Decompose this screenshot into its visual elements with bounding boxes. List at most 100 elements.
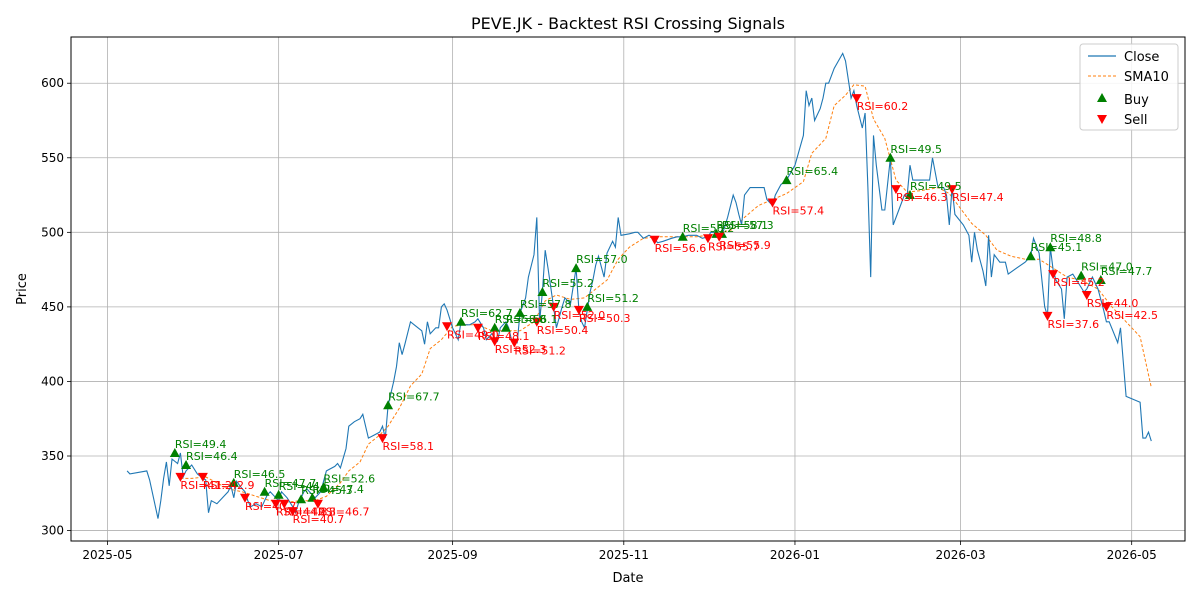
sell-signal-label: RSI=50.3	[579, 312, 631, 325]
buy-marker	[500, 322, 511, 332]
buy-signal-label: RSI=45.1	[1031, 241, 1083, 254]
buy-marker	[885, 152, 896, 162]
buy-marker	[296, 494, 307, 504]
buy-signal-label: RSI=57.8	[520, 298, 572, 311]
signal-labels: RSI=49.4RSI=46.4RSI=46.5RSI=47.7RSI=44.5…	[175, 100, 1158, 526]
buy-signal-label: RSI=46.4	[186, 450, 238, 463]
sell-signal-label: RSI=37.6	[1048, 318, 1100, 331]
sell-signal-label: RSI=56.6	[655, 242, 707, 255]
legend-sma-label: SMA10	[1124, 70, 1169, 85]
buy-signal-label: RSI=47.0	[1081, 261, 1133, 274]
buy-signal-label: RSI=46.5	[234, 468, 286, 481]
sell-marker	[239, 493, 250, 503]
buy-signal-label: RSI=62.7	[461, 307, 513, 320]
buy-marker	[489, 322, 500, 332]
sell-marker	[509, 338, 520, 348]
x-tick-label: 2026-03	[935, 548, 985, 562]
buy-marker	[582, 301, 593, 311]
y-axis-label: Price	[15, 273, 30, 305]
buy-signal-label: RSI=57.0	[576, 253, 628, 266]
buy-signal-label: RSI=58.8	[495, 313, 547, 326]
signal-markers	[169, 94, 1112, 517]
y-tick-label: 500	[41, 225, 64, 239]
buy-signal-label: RSI=47.7	[265, 477, 317, 490]
sell-signal-label: RSI=47.4	[952, 191, 1004, 204]
buy-marker	[228, 477, 239, 487]
buy-marker	[1045, 242, 1056, 252]
x-tick-label: 2026-05	[1107, 548, 1157, 562]
y-tick-label: 350	[41, 449, 64, 463]
y-tick-label: 450	[41, 300, 64, 314]
sell-marker	[649, 235, 660, 245]
sell-marker	[702, 234, 713, 244]
sma10-series	[180, 84, 1152, 503]
sell-marker	[312, 499, 323, 509]
sell-signal-label: RSI=49.0	[447, 328, 499, 341]
buy-marker	[456, 316, 467, 326]
buy-marker	[383, 400, 394, 410]
sell-signal-label: RSI=40.7	[293, 513, 345, 526]
buy-signal-label: RSI=47.4	[312, 483, 364, 496]
buy-signal-label: RSI=58.1	[716, 219, 768, 232]
buy-signal-label: RSI=67.7	[388, 390, 440, 403]
buy-marker	[905, 190, 916, 200]
sell-marker	[767, 198, 778, 208]
sell-marker	[175, 472, 186, 482]
x-tick-label: 2025-07	[254, 548, 304, 562]
buy-marker	[273, 489, 284, 499]
buy-signal-label: RSI=47.7	[1101, 265, 1153, 278]
buy-signal-label: RSI=49.5	[890, 143, 942, 156]
buy-marker	[169, 448, 180, 458]
sell-marker	[1048, 270, 1059, 280]
sell-marker	[472, 323, 483, 333]
x-axis-label: Date	[612, 571, 643, 586]
axes: 2025-05 2025-07 2025-09 2025-11 2026-01 2026-…	[41, 76, 1157, 562]
chart-title: PEVE.JK - Backtest RSI Crossing Signals	[471, 14, 785, 33]
sell-signal-label: RSI=58.1	[382, 440, 434, 453]
buy-signal-label: RSI=57.3	[722, 219, 774, 232]
chart-legend: Close SMA10 Buy Sell	[1079, 43, 1179, 131]
sell-signal-label: RSI=42.9	[203, 479, 255, 492]
sell-marker	[1101, 302, 1112, 312]
buy-signal-label: RSI=58.2	[683, 222, 735, 235]
sell-marker	[1081, 290, 1092, 300]
sell-signal-label: RSI=48.1	[478, 330, 530, 343]
buy-signal-label: RSI=65.4	[787, 165, 839, 178]
buy-marker	[181, 459, 192, 469]
sell-signal-label: RSI=60.2	[857, 100, 909, 113]
buy-signal-label: RSI=49.5	[910, 180, 962, 193]
sell-signal-label: RSI=42.5	[1106, 309, 1158, 322]
sma10-line	[180, 84, 1152, 503]
y-tick-label: 300	[41, 524, 64, 538]
buy-marker	[259, 486, 270, 496]
buy-signal-label: RSI=44.5	[279, 480, 331, 493]
y-tick-label: 550	[41, 151, 64, 165]
sell-marker	[714, 232, 725, 242]
sell-signal-label: RSI=52.3	[495, 343, 547, 356]
sell-marker	[377, 434, 388, 444]
buy-marker	[1025, 251, 1036, 261]
buy-marker	[781, 175, 792, 185]
sell-marker	[890, 185, 901, 195]
sell-marker	[489, 337, 500, 347]
sell-marker	[851, 94, 862, 104]
buy-marker	[514, 307, 525, 317]
buy-signal-label: RSI=49.4	[175, 438, 227, 451]
sell-marker	[947, 185, 958, 195]
sell-signal-label: RSI=41.2	[180, 479, 232, 492]
sell-signal-label: RSI=45.2	[1053, 276, 1105, 289]
x-tick-label: 2025-11	[599, 548, 649, 562]
buy-marker	[1095, 275, 1106, 285]
sell-signal-label: RSI=40.7	[245, 500, 297, 513]
sell-signal-label: RSI=57.4	[773, 205, 825, 218]
legend-buy-label: Buy	[1124, 93, 1149, 108]
sell-marker	[287, 507, 298, 517]
sell-signal-label: RSI=52.0	[554, 309, 606, 322]
legend-sell-marker	[1097, 115, 1107, 124]
sell-signal-label: RSI=50.4	[537, 324, 589, 337]
sell-marker	[531, 317, 542, 327]
legend-sell-label: Sell	[1124, 113, 1147, 128]
sell-marker	[1042, 311, 1053, 321]
legend-buy-marker	[1097, 93, 1107, 102]
